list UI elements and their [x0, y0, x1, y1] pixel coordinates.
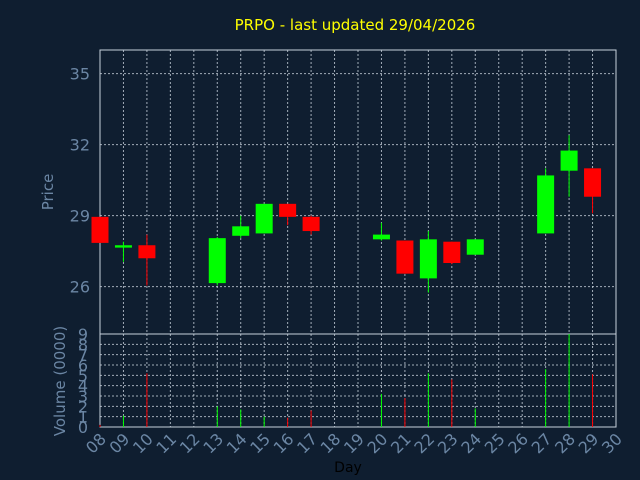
- x-tick-label: 30: [598, 429, 626, 457]
- price-y-tick-label: 32: [70, 136, 90, 155]
- volume-y-tick-label: 4: [78, 377, 88, 396]
- volume-y-tick-label: 1: [78, 408, 88, 427]
- x-ticks: 0809101112131415161718192021222324252627…: [82, 429, 626, 457]
- volume-y-tick-label: 2: [78, 397, 88, 416]
- candle-body: [208, 238, 226, 284]
- candle-body: [279, 203, 297, 217]
- volume-y-tick-label: 6: [78, 356, 88, 375]
- candle-body: [372, 234, 390, 240]
- volume-axis-title: Volume (0000): [51, 326, 69, 436]
- volume-y-tick-label: 8: [78, 335, 88, 354]
- candle-body: [302, 216, 320, 232]
- price-y-tick-label: 35: [70, 65, 90, 84]
- candle-body: [443, 241, 461, 263]
- volume-y-tick-label: 9: [78, 325, 88, 344]
- volume-y-tick-label: 0: [78, 418, 88, 437]
- price-y-ticks: 26 29 32 35: [70, 65, 90, 297]
- chart-title: PRPO - last updated 29/04/2026: [235, 16, 476, 34]
- candle-body: [138, 245, 156, 259]
- volume-panel-frame: [99, 333, 617, 428]
- candle-body: [466, 239, 484, 255]
- volume-y-tick-label: 3: [78, 387, 88, 406]
- candle-body: [232, 226, 250, 236]
- candle-body: [560, 150, 578, 171]
- candle-body: [584, 168, 602, 197]
- price-candles: [91, 135, 602, 293]
- candle-body: [419, 239, 437, 279]
- candle-body: [396, 240, 414, 274]
- candle-body: [537, 175, 555, 234]
- price-y-tick-label: 26: [70, 278, 90, 297]
- volume-bars: [99, 334, 594, 427]
- price-y-tick-label: 29: [70, 207, 90, 226]
- volume-y-tick-label: 7: [78, 346, 88, 365]
- candle-body: [114, 245, 132, 248]
- candle-body: [91, 216, 109, 243]
- volume-y-tick-label: 5: [78, 366, 88, 385]
- candle-body: [255, 203, 273, 234]
- price-axis-title: Price: [39, 174, 57, 211]
- volume-grid: [99, 333, 617, 428]
- x-axis-title: Day: [334, 460, 362, 476]
